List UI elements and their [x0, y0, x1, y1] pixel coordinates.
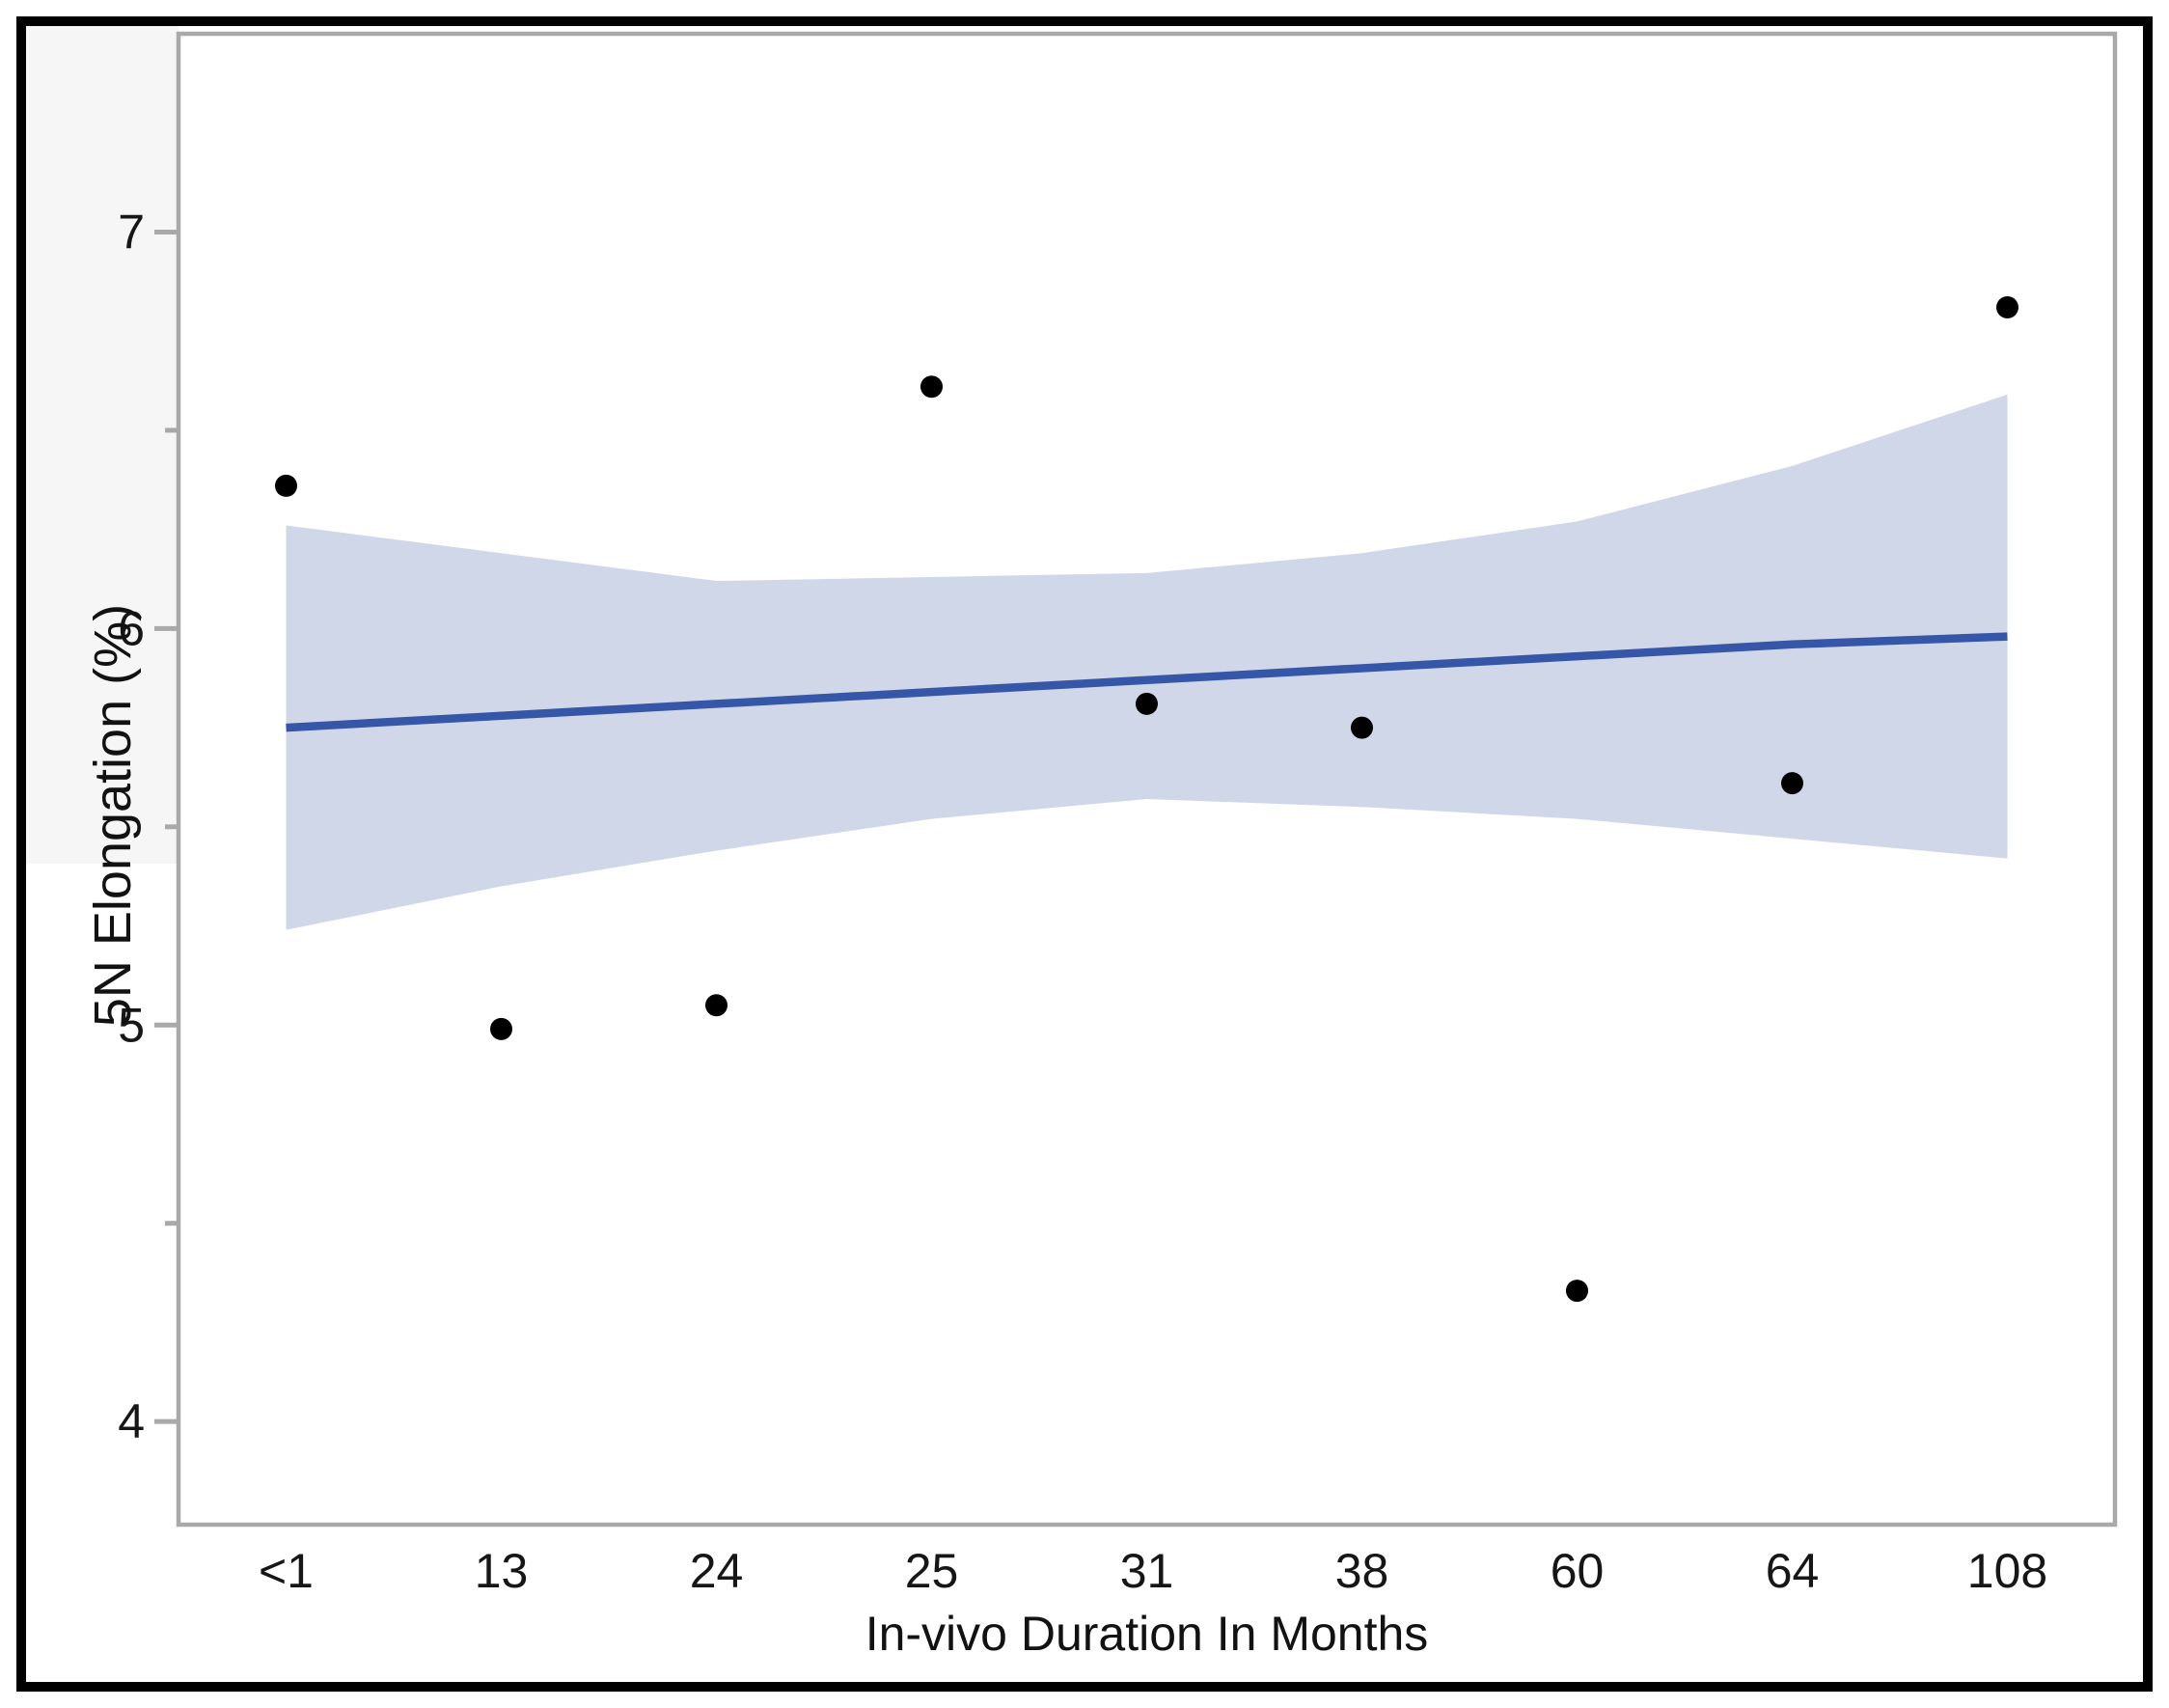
data-point	[920, 375, 943, 399]
x-tick-label: 108	[1967, 1544, 2047, 1598]
data-point	[1136, 692, 1158, 715]
x-tick-label: 60	[1551, 1544, 1605, 1598]
data-point	[705, 994, 728, 1017]
fit-line	[286, 632, 2008, 732]
y-tick-label: 6	[118, 601, 145, 655]
x-tick-label: 24	[690, 1544, 744, 1598]
outer-border	[16, 16, 2153, 1692]
y-tick-label: 4	[118, 1394, 145, 1448]
axis-panel-strip	[26, 26, 178, 864]
x-axis-title: In-vivo Duration In Months	[865, 1607, 1429, 1661]
plot-frame	[176, 31, 2118, 1528]
x-tick-label: 31	[1120, 1544, 1174, 1598]
x-tick-label: 38	[1335, 1544, 1389, 1598]
data-point	[1781, 772, 1803, 795]
y-tick-label: 7	[118, 205, 145, 259]
data-point	[1996, 296, 2018, 319]
y-tick-label: 5	[118, 998, 145, 1052]
data-point	[275, 474, 297, 497]
x-tick-label: <1	[259, 1544, 314, 1598]
x-tick-label: 25	[905, 1544, 959, 1598]
x-tick-label: 13	[475, 1544, 529, 1598]
data-point	[1566, 1280, 1588, 1303]
x-tick-label: 64	[1766, 1544, 1820, 1598]
data-point	[490, 1017, 512, 1040]
data-point	[1351, 716, 1373, 739]
confidence-band	[286, 394, 2008, 930]
